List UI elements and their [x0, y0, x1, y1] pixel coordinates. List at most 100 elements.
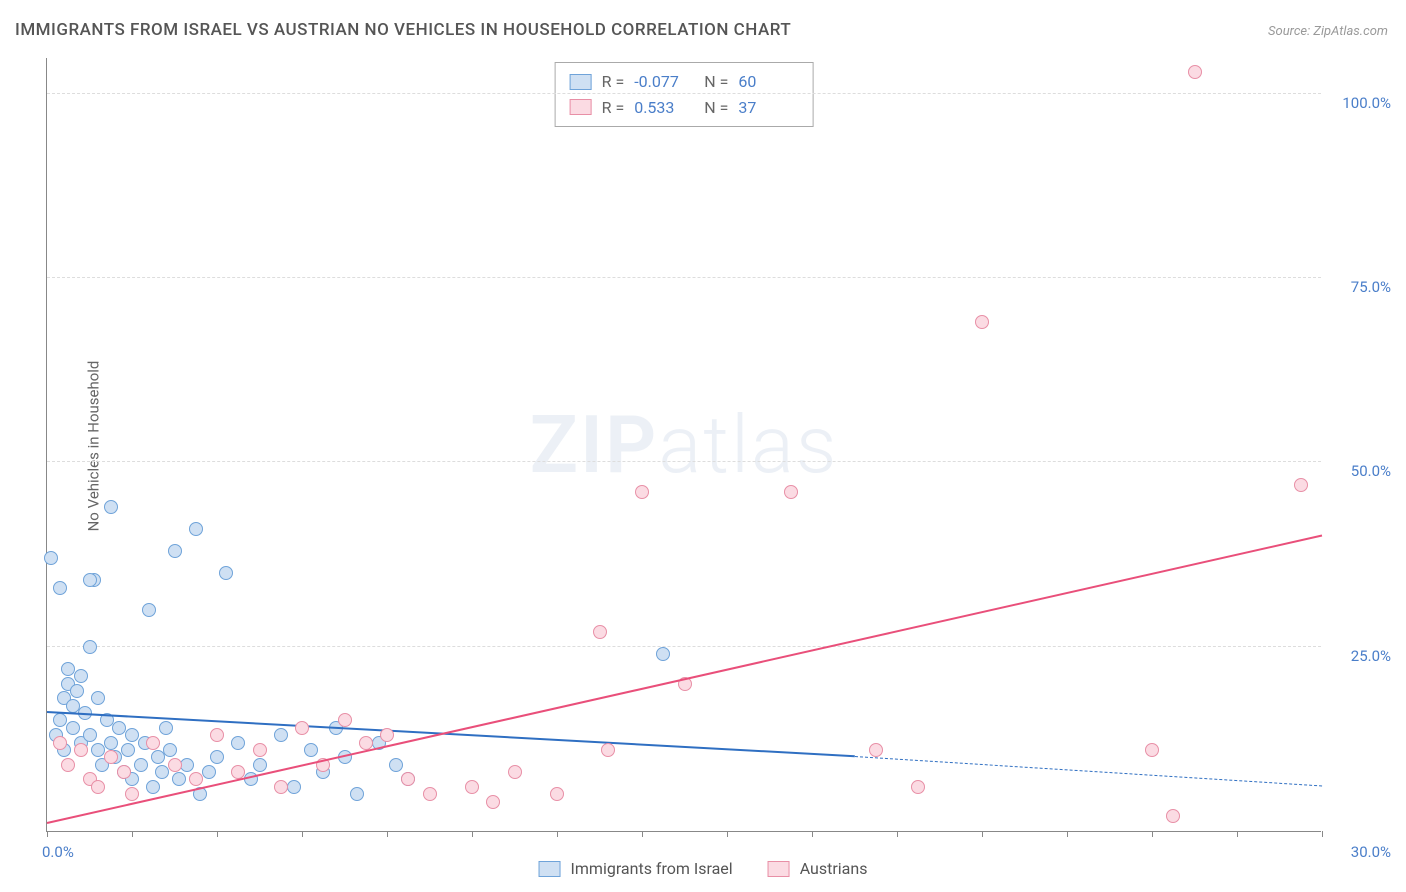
- scatter-point: [975, 315, 989, 329]
- scatter-point: [401, 772, 415, 786]
- x-tick: [812, 831, 813, 837]
- scatter-point: [112, 721, 126, 735]
- x-tick: [132, 831, 133, 837]
- scatter-point: [146, 780, 160, 794]
- scatter-point: [155, 765, 169, 779]
- stat-N-value: 37: [738, 95, 798, 121]
- scatter-point: [83, 573, 97, 587]
- scatter-point: [61, 758, 75, 772]
- legend-swatch: [768, 861, 790, 877]
- scatter-point: [83, 728, 97, 742]
- stat-N-value: 60: [738, 69, 798, 95]
- scatter-point: [117, 765, 131, 779]
- legend-item: Austrians: [768, 859, 868, 878]
- x-tick: [472, 831, 473, 837]
- scatter-point: [66, 721, 80, 735]
- scatter-point: [121, 743, 135, 757]
- scatter-point: [91, 691, 105, 705]
- scatter-point: [389, 758, 403, 772]
- stat-legend: R =-0.077N =60R =0.533N =37: [555, 62, 814, 127]
- scatter-point: [189, 772, 203, 786]
- x-tick: [302, 831, 303, 837]
- bottom-legend: Immigrants from Israel Austrians: [539, 859, 868, 878]
- source-label: Source: ZipAtlas.com: [1268, 24, 1388, 39]
- scatter-point: [168, 758, 182, 772]
- scatter-point: [104, 736, 118, 750]
- scatter-point: [146, 736, 160, 750]
- scatter-point: [189, 522, 203, 536]
- y-tick-label: 25.0%: [1351, 647, 1391, 665]
- scatter-point: [601, 743, 615, 757]
- legend-swatch: [539, 861, 561, 877]
- x-tick: [727, 831, 728, 837]
- scatter-point: [70, 684, 84, 698]
- scatter-point: [253, 743, 267, 757]
- scatter-point: [350, 787, 364, 801]
- scatter-point: [53, 713, 67, 727]
- x-tick: [1152, 831, 1153, 837]
- watermark: ZIPatlas: [530, 398, 839, 492]
- trend-line: [47, 534, 1322, 823]
- y-tick-label: 50.0%: [1351, 462, 1391, 480]
- legend-label: Immigrants from Israel: [571, 859, 733, 878]
- scatter-point: [163, 743, 177, 757]
- x-tick: [217, 831, 218, 837]
- scatter-point: [869, 743, 883, 757]
- scatter-point: [53, 736, 67, 750]
- legend-label: Austrians: [800, 859, 868, 878]
- stat-legend-row: R =-0.077N =60: [570, 69, 799, 95]
- scatter-point: [134, 758, 148, 772]
- scatter-point: [44, 551, 58, 565]
- scatter-point: [465, 780, 479, 794]
- scatter-point: [274, 728, 288, 742]
- scatter-point: [304, 743, 318, 757]
- y-tick-label: 75.0%: [1351, 278, 1391, 296]
- scatter-point: [1188, 65, 1202, 79]
- gridline: [47, 93, 1321, 94]
- watermark-light: atlas: [658, 398, 838, 492]
- scatter-point: [202, 765, 216, 779]
- scatter-point: [125, 728, 139, 742]
- watermark-bold: ZIP: [530, 398, 659, 492]
- scatter-point: [508, 765, 522, 779]
- chart-title: IMMIGRANTS FROM ISRAEL VS AUSTRIAN NO VE…: [15, 20, 791, 40]
- scatter-point: [159, 721, 173, 735]
- stat-R-value: 0.533: [634, 95, 694, 121]
- scatter-point: [274, 780, 288, 794]
- y-tick-label: 100.0%: [1342, 94, 1391, 112]
- x-tick: [1067, 831, 1068, 837]
- stat-N-label: N =: [704, 95, 728, 121]
- x-tick: [897, 831, 898, 837]
- scatter-point: [1166, 809, 1180, 823]
- x-tick: [1237, 831, 1238, 837]
- scatter-point: [635, 485, 649, 499]
- scatter-point: [550, 787, 564, 801]
- scatter-point: [172, 772, 186, 786]
- scatter-point: [593, 625, 607, 639]
- scatter-point: [125, 787, 139, 801]
- x-tick: [387, 831, 388, 837]
- x-tick: [982, 831, 983, 837]
- x-tick: [47, 831, 48, 837]
- scatter-point: [486, 795, 500, 809]
- scatter-point: [295, 721, 309, 735]
- x-tick: [642, 831, 643, 837]
- x-tick-label: 0.0%: [42, 843, 74, 861]
- scatter-point: [74, 743, 88, 757]
- legend-swatch: [570, 99, 592, 115]
- scatter-point: [91, 743, 105, 757]
- scatter-point: [74, 669, 88, 683]
- stat-R-label: R =: [602, 95, 625, 121]
- scatter-point: [210, 728, 224, 742]
- scatter-point: [168, 544, 182, 558]
- scatter-point: [210, 750, 224, 764]
- stat-N-label: N =: [704, 69, 728, 95]
- chart-plot-area: ZIPatlas R =-0.077N =60R =0.533N =37 25.…: [46, 58, 1321, 832]
- scatter-point: [656, 647, 670, 661]
- scatter-point: [338, 713, 352, 727]
- scatter-point: [380, 728, 394, 742]
- stat-legend-row: R = 0.533 N = 37: [570, 95, 799, 121]
- scatter-point: [104, 750, 118, 764]
- scatter-point: [784, 485, 798, 499]
- stat-R-label: R =: [602, 69, 625, 95]
